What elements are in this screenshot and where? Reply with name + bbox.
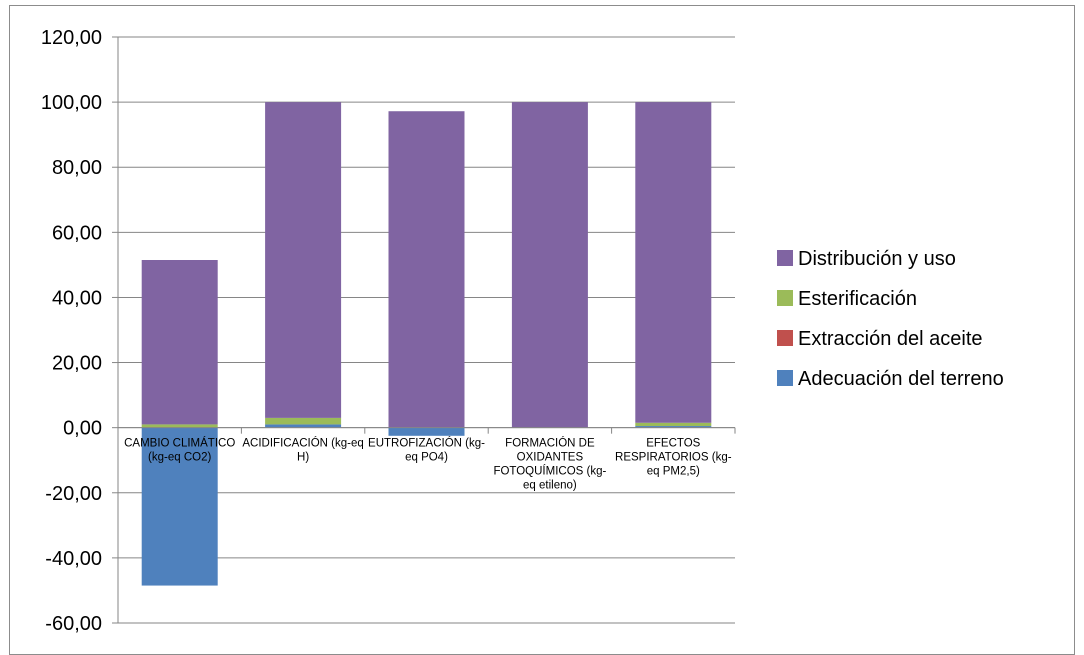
- y-tick-label: 20,00: [52, 353, 102, 375]
- bar-segment: [265, 424, 342, 428]
- y-tick-label: 0,00: [63, 418, 102, 440]
- y-tick-label: -40,00: [45, 548, 102, 570]
- y-tick-label: 120,00: [41, 27, 102, 49]
- legend-label: Adecuación del terreno: [798, 368, 1004, 390]
- bar-segment: [635, 422, 712, 427]
- x-category-labels: CAMBIO CLIMÁTICO (kg-eq CO2) ACIDIFICACIÓN…: [124, 437, 732, 492]
- y-tick-label: -60,00: [45, 613, 102, 635]
- y-tick-label: -20,00: [45, 483, 102, 505]
- bars: [141, 102, 712, 586]
- bar-segment: [635, 426, 712, 428]
- legend-swatch: [777, 250, 793, 266]
- legend-swatch: [777, 290, 793, 306]
- legend-item: Distribución y uso: [777, 248, 956, 270]
- y-tick-label: 80,00: [52, 157, 102, 179]
- legend-item: Adecuación del terreno: [777, 368, 1004, 390]
- axes: [112, 36, 736, 624]
- legend-label: Extracción del aceite: [798, 328, 983, 350]
- bar-segment: [388, 111, 465, 428]
- legend-label: Distribución y uso: [798, 248, 956, 270]
- bar-segment: [141, 260, 218, 425]
- y-tick-label: 100,00: [41, 92, 102, 114]
- legend-item: Extracción del aceite: [777, 328, 983, 350]
- bar-segment: [511, 102, 588, 428]
- legend-item: Esterificación: [777, 288, 917, 310]
- legend-label: Esterificación: [798, 288, 917, 310]
- x-category-label: EUTROFIZACIÓN (kg-eq PO4): [368, 437, 485, 464]
- x-category-label: CAMBIO CLIMÁTICO (kg-eq CO2): [124, 437, 235, 464]
- y-tick-label: 40,00: [52, 287, 102, 309]
- bar-segment: [141, 427, 218, 586]
- bar-segment: [388, 427, 465, 436]
- y-tick-labels: 120,00 100,00 80,00 60,00 40,00 20,00 0,00 -20,…: [41, 27, 102, 635]
- bar-segment: [265, 102, 342, 418]
- bar-segment: [635, 102, 712, 423]
- legend: Distribución y uso Esterificación Extracci…: [777, 248, 1004, 390]
- bar-segment: [265, 417, 342, 425]
- x-category-label: EFECTOS RESPIRATORIOS (kg-eq PM2,5): [615, 438, 732, 478]
- y-tick-label: 60,00: [52, 222, 102, 244]
- bar-segment: [141, 424, 218, 428]
- x-category-label: FORMACIÓN DE OXIDANTES FOTOQUÍMICOS (kg-eq…: [493, 437, 606, 492]
- legend-swatch: [777, 370, 793, 386]
- x-category-label: ACIDIFICACIÓN (kg-eq H): [242, 437, 363, 464]
- legend-swatch: [777, 330, 793, 346]
